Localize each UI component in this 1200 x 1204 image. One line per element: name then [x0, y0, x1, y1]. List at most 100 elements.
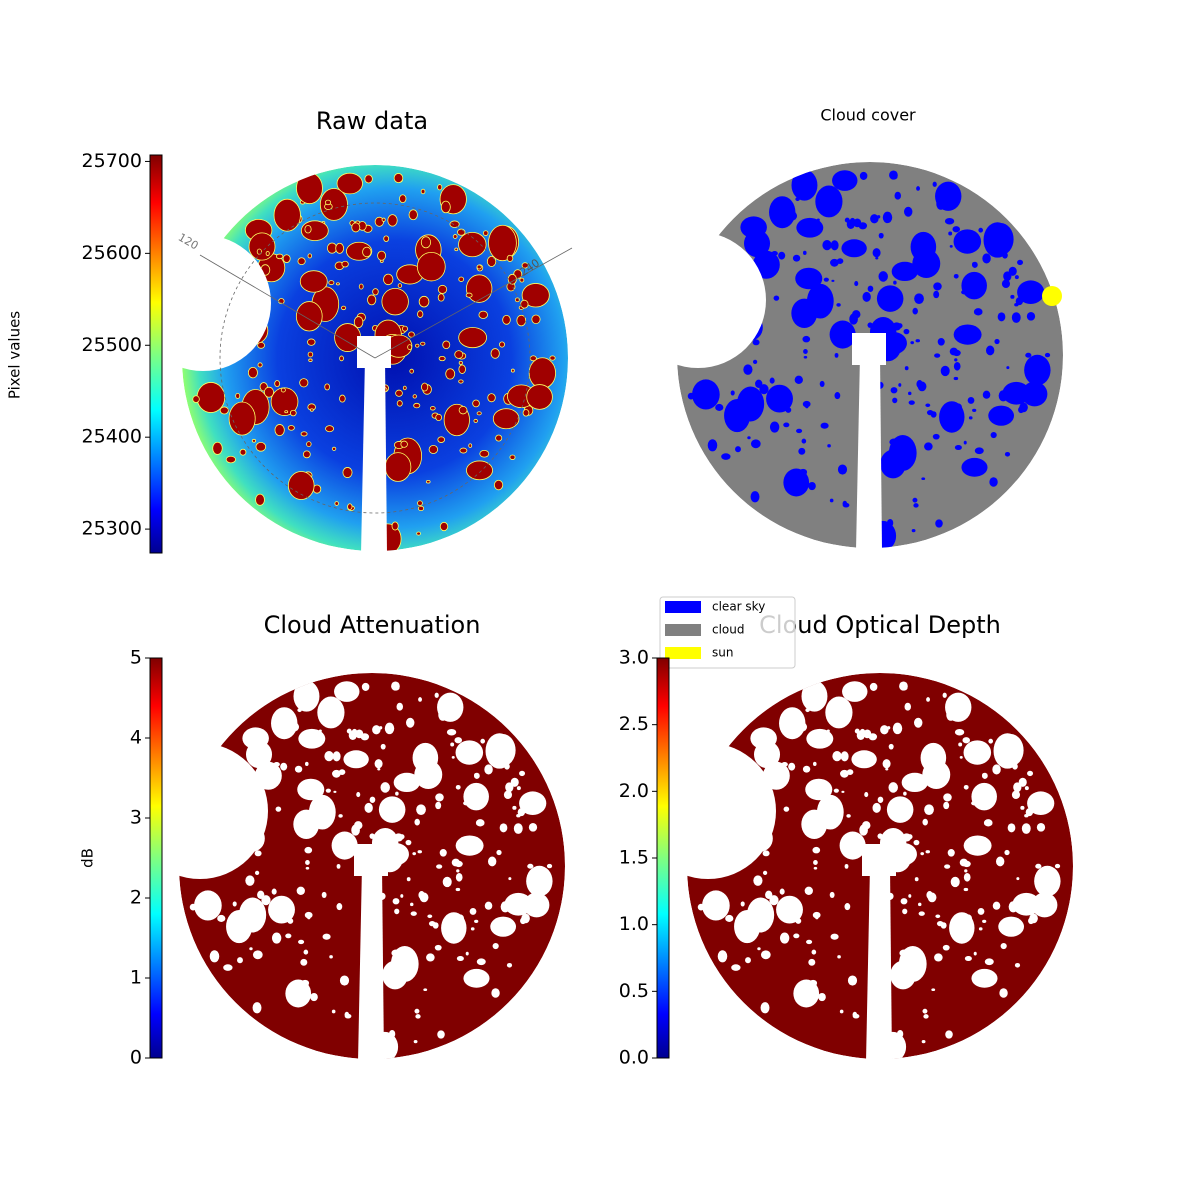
sky-spot: [922, 760, 951, 789]
sky-spot: [325, 425, 335, 433]
sky-spot: [413, 402, 421, 409]
sky-spot: [819, 380, 825, 387]
sky-spot: [338, 814, 343, 818]
sky-spot: [382, 843, 409, 866]
sky-spot: [254, 756, 259, 763]
sky-spot: [859, 171, 868, 180]
sky-spot: [417, 310, 424, 318]
sky-spot: [492, 408, 520, 430]
colorbar-tick-label: 25600: [82, 242, 142, 264]
sky-spot: [715, 403, 724, 411]
sky-spot: [819, 200, 828, 207]
sky-spot: [257, 362, 263, 368]
sky-spot: [967, 396, 975, 404]
sky-spot: [812, 911, 821, 919]
sky-spot: [480, 738, 486, 744]
sky-spot: [520, 299, 529, 309]
sky-spot: [338, 769, 346, 776]
sky-spot: [302, 450, 311, 459]
sky-spot: [925, 403, 931, 408]
sky-spot: [450, 742, 455, 747]
sky-spot: [399, 194, 407, 204]
sky-spot: [1021, 381, 1048, 407]
sky-spot: [456, 869, 460, 873]
sky-spot: [442, 340, 451, 350]
sky-spot: [297, 778, 325, 801]
mask-bite: [630, 232, 766, 368]
sky-spot: [844, 903, 851, 911]
sky-spot: [900, 898, 908, 905]
sky-spot: [760, 950, 771, 960]
sky-spot: [331, 831, 358, 860]
sky-spot: [437, 284, 448, 294]
sky-spot: [484, 764, 493, 775]
sky-spot: [257, 341, 265, 349]
sky-spot: [947, 848, 955, 857]
sky-spot: [963, 740, 992, 765]
sky-spot: [401, 325, 408, 332]
panel-title: Cloud cover: [820, 106, 916, 125]
sky-spot: [400, 894, 404, 898]
sky-spot: [307, 351, 314, 358]
sky-spot: [438, 355, 446, 362]
sky-spot: [781, 762, 788, 767]
sky-spot: [977, 907, 985, 915]
colorbar: [656, 657, 670, 1059]
sky-spot: [459, 447, 468, 454]
sky-spot: [935, 914, 941, 919]
sky-spot: [886, 796, 914, 823]
sky-spot: [963, 784, 969, 790]
sky-spot: [396, 702, 404, 711]
sky-spot: [869, 682, 878, 691]
sky-spot: [743, 229, 771, 258]
sky-spot: [513, 823, 523, 834]
colorbar-tick-label: 5: [130, 647, 142, 669]
sky-spot: [902, 908, 908, 915]
sky-spot: [968, 416, 973, 420]
sky-spot: [458, 276, 465, 282]
sky-spot: [902, 341, 907, 347]
sky-spot: [789, 918, 793, 921]
sky-images: [132, 162, 1073, 1062]
sky-spot: [469, 907, 477, 915]
sky-spot: [472, 399, 480, 408]
sky-spot: [517, 808, 526, 817]
sky-spot: [225, 455, 236, 464]
sky-spot: [393, 772, 420, 793]
sky-spot: [940, 922, 947, 929]
sky-spot: [852, 1011, 858, 1018]
sky-spot: [829, 320, 856, 349]
sky-spot: [248, 232, 276, 261]
sky-spot: [364, 174, 373, 184]
sky-spot: [309, 408, 314, 412]
sky-spot: [332, 751, 341, 762]
sky-spot: [263, 759, 267, 764]
sky-spot: [289, 409, 297, 417]
sky-spot: [903, 791, 907, 796]
sky-spot: [420, 188, 426, 195]
sky-spot: [914, 717, 923, 728]
sky-spot: [516, 314, 527, 327]
sky-spot: [304, 225, 312, 234]
sky-spot: [251, 438, 257, 443]
sky-spot: [932, 433, 940, 440]
sky-spot: [757, 947, 761, 951]
sky-spot: [265, 251, 270, 256]
sky-spot: [339, 355, 344, 362]
sky-spot: [791, 298, 818, 329]
sky-spot: [1044, 352, 1051, 358]
sky-spot: [348, 730, 357, 740]
sky-spot: [802, 400, 811, 408]
sky-spot: [414, 343, 420, 348]
sky-spot: [1001, 279, 1011, 289]
sky-spot: [1028, 917, 1034, 925]
sky-spot: [549, 355, 556, 361]
sky-spot: [786, 896, 791, 901]
sky-spot: [380, 743, 386, 750]
sky-spot: [473, 418, 478, 423]
sky-spot: [340, 305, 347, 311]
sky-spot: [263, 386, 274, 398]
sky-spot: [982, 919, 987, 923]
sky-spot: [336, 863, 341, 869]
sky-spot: [223, 964, 233, 971]
